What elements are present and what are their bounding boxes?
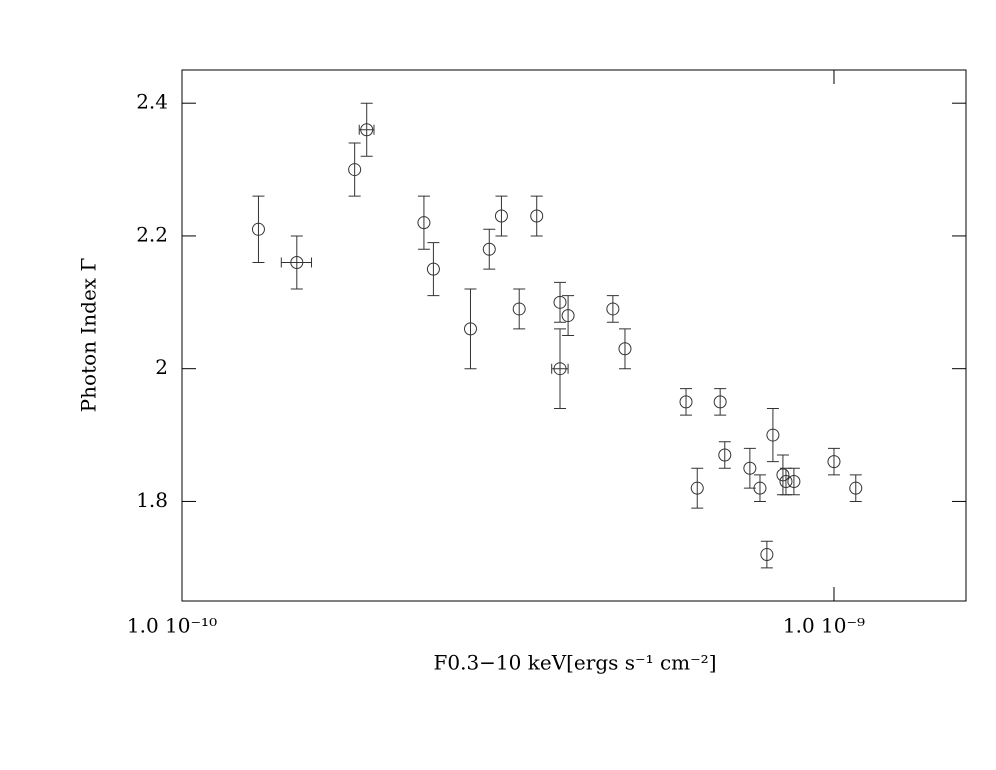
error-bar bbox=[417, 195, 430, 250]
error-bar bbox=[714, 388, 727, 416]
error-bar bbox=[427, 242, 440, 297]
point bbox=[753, 481, 767, 495]
error-bar bbox=[779, 467, 792, 496]
point bbox=[606, 302, 620, 316]
error-bar bbox=[827, 447, 840, 476]
error-bar bbox=[464, 288, 477, 370]
point bbox=[618, 342, 632, 356]
point bbox=[849, 481, 863, 495]
point bbox=[743, 461, 757, 475]
point bbox=[251, 222, 265, 236]
error-bar bbox=[691, 467, 704, 509]
plot-frame bbox=[181, 69, 967, 602]
error-bar bbox=[766, 408, 779, 463]
error-bar bbox=[562, 295, 575, 336]
point bbox=[482, 242, 496, 256]
point bbox=[679, 395, 693, 409]
point bbox=[760, 548, 774, 562]
error-bar bbox=[606, 295, 619, 323]
error-bar bbox=[760, 540, 773, 569]
y-tick-label: 2.2 bbox=[136, 222, 168, 246]
point bbox=[360, 123, 374, 137]
y-axis-label: Photon Index Γ bbox=[77, 258, 101, 413]
error-bar bbox=[753, 474, 766, 502]
point bbox=[776, 468, 790, 482]
error-bar bbox=[495, 195, 508, 237]
point bbox=[530, 209, 544, 223]
point bbox=[766, 428, 780, 442]
error-bar bbox=[483, 228, 496, 270]
error-bar bbox=[513, 288, 526, 330]
error-bar bbox=[718, 441, 731, 469]
error-bar bbox=[776, 454, 789, 496]
point bbox=[290, 255, 304, 269]
point bbox=[713, 395, 727, 409]
error-bar bbox=[618, 328, 631, 370]
point bbox=[494, 209, 508, 223]
point bbox=[718, 448, 732, 462]
point bbox=[827, 455, 841, 469]
x-tick-label: 1.0 10⁻⁹ bbox=[783, 614, 865, 638]
x-error-bar bbox=[280, 257, 313, 268]
point bbox=[779, 475, 793, 489]
y-tick-label: 2.4 bbox=[136, 90, 168, 114]
error-bar bbox=[787, 467, 800, 496]
x-tick-label: 1.0 10⁻¹⁰ bbox=[127, 614, 217, 638]
x-axis-label: F0.3−10 keV[ergs s⁻¹ cm⁻²] bbox=[433, 651, 716, 675]
point bbox=[426, 262, 440, 276]
point bbox=[787, 475, 801, 489]
error-bar bbox=[680, 388, 693, 416]
y-tick-label: 1.8 bbox=[136, 488, 168, 512]
y-tick-label: 2 bbox=[155, 355, 168, 379]
x-error-bar bbox=[358, 124, 375, 135]
point bbox=[512, 302, 526, 316]
point bbox=[463, 322, 477, 336]
point bbox=[690, 481, 704, 495]
point bbox=[553, 295, 567, 309]
point bbox=[553, 362, 567, 376]
error-bar bbox=[252, 195, 265, 263]
error-bar bbox=[743, 447, 756, 489]
point bbox=[348, 163, 362, 177]
error-bar bbox=[530, 195, 543, 237]
error-bar bbox=[554, 281, 567, 323]
point bbox=[561, 309, 575, 323]
error-bar bbox=[849, 474, 862, 502]
error-bar bbox=[348, 142, 361, 197]
point bbox=[417, 216, 431, 230]
